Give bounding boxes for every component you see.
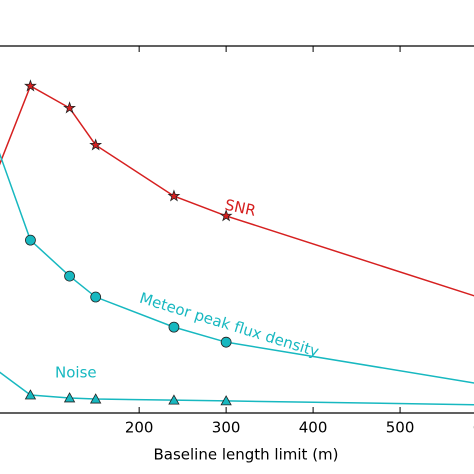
point bbox=[219, 209, 233, 222]
x-axis-label: Baseline length limit (m) bbox=[153, 446, 338, 464]
series-line bbox=[0, 84, 474, 297]
point bbox=[167, 189, 181, 202]
point bbox=[168, 321, 180, 333]
x-tick-label: 500 bbox=[386, 419, 415, 437]
point bbox=[168, 394, 180, 405]
point bbox=[63, 101, 76, 114]
point bbox=[90, 291, 102, 303]
point bbox=[89, 393, 102, 404]
x-tick-label: 200 bbox=[125, 419, 154, 437]
series-label: Noise bbox=[55, 364, 97, 382]
x-tick-label: 400 bbox=[299, 419, 328, 437]
series-label: Meteor peak flux density bbox=[138, 289, 322, 361]
point bbox=[24, 389, 37, 400]
point bbox=[89, 138, 103, 151]
point bbox=[24, 79, 37, 92]
point bbox=[63, 392, 76, 403]
x-tick-label: 300 bbox=[212, 419, 241, 437]
point bbox=[220, 336, 232, 348]
x-tick-label: 600 bbox=[473, 419, 474, 437]
plot-area bbox=[0, 79, 474, 406]
series-line bbox=[0, 152, 474, 384]
point bbox=[64, 270, 75, 282]
point bbox=[25, 234, 36, 246]
point bbox=[220, 395, 232, 406]
